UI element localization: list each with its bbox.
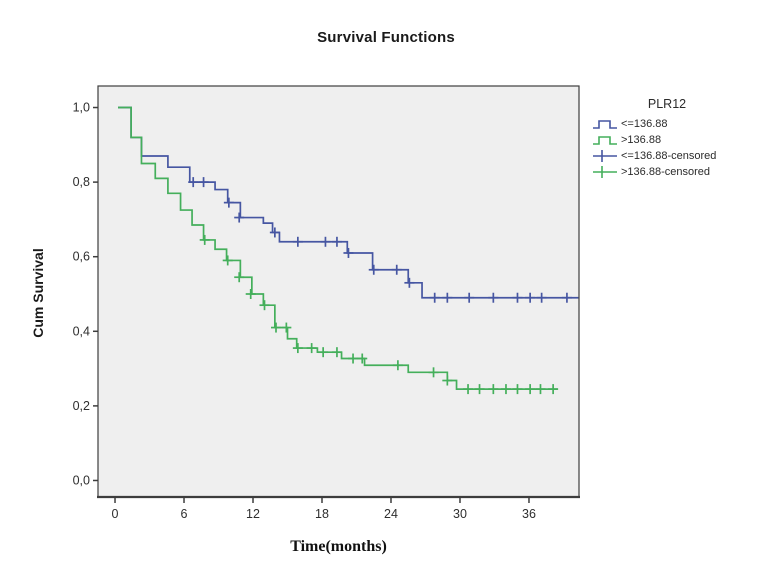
- censor-marks: [188, 177, 572, 303]
- plot-background: [98, 86, 579, 497]
- x-tick-label: 12: [246, 507, 260, 521]
- legend-entries: <=136.88 >136.88 <=136.88-censored >136.88-…: [592, 116, 752, 180]
- legend-censored-plus-icon: [593, 166, 617, 178]
- y-tick-label: 1,0: [73, 101, 90, 115]
- x-axis-label: Time(months): [290, 538, 387, 555]
- x-axis-ticks: 0 6 12 18 24 30 36: [112, 497, 536, 521]
- survival-curve: [118, 106, 558, 390]
- y-tick-label: 0,8: [73, 175, 90, 189]
- legend-entry: <=136.88-censored: [592, 148, 752, 164]
- legend-step-line-icon: [593, 120, 617, 129]
- y-axis-ticks: 0,0 0,2 0,4 0,6 0,8 1,0: [73, 101, 98, 487]
- legend-title: PLR12: [647, 97, 687, 111]
- y-tick-label: 0,0: [73, 473, 90, 487]
- x-tick-label: 30: [453, 507, 467, 521]
- legend-entry: >136.88-censored: [592, 164, 752, 180]
- y-tick-label: 0,6: [73, 250, 90, 264]
- series-le13688: [118, 106, 579, 303]
- x-tick-label: 24: [384, 507, 398, 521]
- x-tick-label: 36: [522, 507, 536, 521]
- x-tick-label: 18: [315, 507, 329, 521]
- x-tick-label: 0: [112, 507, 119, 521]
- legend-entry: <=136.88: [592, 116, 752, 132]
- x-tick-label: 6: [181, 507, 188, 521]
- chart-title: Survival Functions: [317, 29, 455, 46]
- legend-entry-label: <=136.88: [621, 118, 668, 130]
- y-tick-label: 0,4: [73, 324, 90, 338]
- censor-marks: [199, 234, 559, 395]
- legend-censored-plus-icon: [593, 150, 617, 162]
- series-gt13688: [118, 106, 559, 395]
- legend-step-line-icon: [593, 136, 617, 145]
- legend-entry-label: <=136.88-censored: [621, 150, 717, 162]
- legend-entry-label: >136.88: [621, 134, 662, 146]
- legend-entry: >136.88: [592, 132, 752, 148]
- legend-entry-label: >136.88-censored: [621, 166, 710, 178]
- legend: PLR12 <=136.88 >136.88 <=136.88-censored >1…: [592, 97, 752, 180]
- y-tick-label: 0,2: [73, 399, 90, 413]
